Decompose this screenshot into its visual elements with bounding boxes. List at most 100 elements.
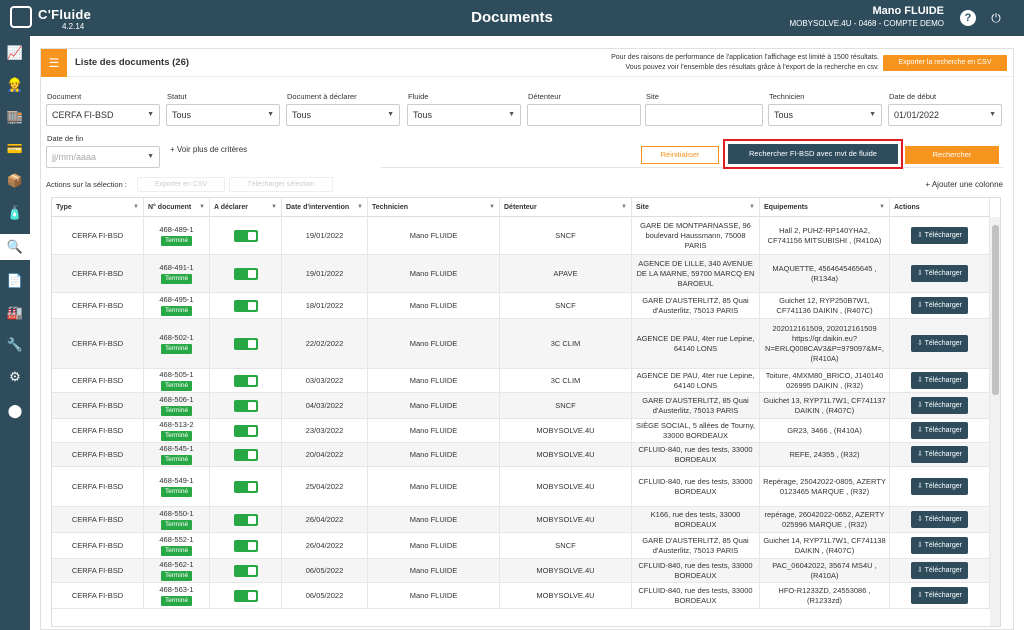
download-button[interactable]: ⇩ Télécharger xyxy=(910,537,969,554)
document-number[interactable]: 468-563-1 xyxy=(159,585,194,594)
table-row[interactable]: CERFA FI-BSD 468-506-1 Terminé 04/03/2022 Ma… xyxy=(52,393,990,419)
table-row[interactable]: CERFA FI-BSD 468-505-1 Terminé 03/03/2022 Ma… xyxy=(52,369,990,393)
declare-toggle[interactable] xyxy=(233,424,258,437)
detenteur-input[interactable] xyxy=(527,104,641,126)
table-row[interactable]: CERFA FI-BSD 468-513-2 Terminé 23/03/2022 Ma… xyxy=(52,419,990,443)
table-row[interactable]: CERFA FI-BSD 468-549-1 Terminé 25/04/2022 Ma… xyxy=(52,467,990,507)
table-row[interactable]: CERFA FI-BSD 468-502-1 Terminé 22/02/2022 Ma… xyxy=(52,319,990,369)
document-icon[interactable]: 📄 xyxy=(6,273,24,288)
date-fin-input[interactable]: jj/mm/aaaa ▼ xyxy=(46,146,160,168)
download-button[interactable]: ⇩ Télécharger xyxy=(910,397,969,414)
chevron-down-icon[interactable]: ▼ xyxy=(357,204,363,210)
document-number[interactable]: 468-491-1 xyxy=(159,263,194,272)
chevron-down-icon[interactable]: ▼ xyxy=(199,204,205,210)
col-date-header[interactable]: Date d'intervention ▼ xyxy=(282,198,368,217)
more-criteria-link[interactable]: + Voir plus de critères xyxy=(170,145,248,154)
document-number[interactable]: 468-505-1 xyxy=(159,370,194,379)
document-number[interactable]: 468-562-1 xyxy=(159,560,194,569)
download-button[interactable]: ⇩ Télécharger xyxy=(910,511,969,528)
download-button[interactable]: ⇩ Télécharger xyxy=(910,478,969,495)
reset-button[interactable]: Réinitialiser xyxy=(641,146,719,164)
chevron-down-icon[interactable]: ▼ xyxy=(879,204,885,210)
wrench-icon[interactable]: 🔧 xyxy=(6,337,24,352)
document-number[interactable]: 468-550-1 xyxy=(159,509,194,518)
settings-icon[interactable]: ⚙ xyxy=(9,369,21,384)
col-declarer-header[interactable]: A déclarer ▼ xyxy=(210,198,282,217)
download-button[interactable]: ⇩ Télécharger xyxy=(910,265,969,282)
declare-toggle[interactable] xyxy=(233,374,258,387)
declare-toggle[interactable] xyxy=(233,564,258,577)
bottle-icon[interactable]: 🧴 xyxy=(6,205,24,220)
table-row[interactable]: CERFA FI-BSD 468-491-1 Terminé 19/01/2022 Ma… xyxy=(52,255,990,293)
table-row[interactable]: CERFA FI-BSD 468-562-1 Terminé 06/05/2022 Ma… xyxy=(52,559,990,583)
chevron-down-icon[interactable]: ▼ xyxy=(749,204,755,210)
col-actions-header[interactable]: Actions xyxy=(890,198,990,217)
technicien-select[interactable]: Tous ▼ xyxy=(768,104,882,126)
download-button[interactable]: ⇩ Télécharger xyxy=(910,446,969,463)
fi-bsd-search-button[interactable]: Rechercher FI-BSD avec mvt de fluide xyxy=(728,144,898,164)
table-row[interactable]: CERFA FI-BSD 468-489-1 Terminé 19/01/2022 Ma… xyxy=(52,217,990,255)
document-number[interactable]: 468-506-1 xyxy=(159,395,194,404)
download-button[interactable]: ⇩ Télécharger xyxy=(910,372,969,389)
document-number[interactable]: 468-489-1 xyxy=(159,225,194,234)
declare-toggle[interactable] xyxy=(233,399,258,412)
fluide-select[interactable]: Tous ▼ xyxy=(407,104,521,126)
declare-toggle[interactable] xyxy=(233,267,258,280)
download-button[interactable]: ⇩ Télécharger xyxy=(910,227,969,244)
download-button[interactable]: ⇩ Télécharger xyxy=(910,335,969,352)
chevron-down-icon[interactable]: ▼ xyxy=(621,204,627,210)
col-equipements-header[interactable]: Equipements ▼ xyxy=(760,198,890,217)
statut-select[interactable]: Tous ▼ xyxy=(166,104,280,126)
search-docs-icon[interactable]: 🔍 xyxy=(0,234,30,260)
declare-toggle[interactable] xyxy=(233,480,258,493)
chevron-down-icon[interactable]: ▼ xyxy=(271,204,277,210)
col-type-header[interactable]: Type ▼ xyxy=(52,198,144,217)
factory-icon[interactable]: 🏭 xyxy=(6,305,24,320)
box-icon[interactable]: 📦 xyxy=(6,173,24,188)
doc-declarer-select[interactable]: Tous ▼ xyxy=(286,104,400,126)
power-icon[interactable]: ⏻ xyxy=(991,11,1001,25)
table-row[interactable]: CERFA FI-BSD 468-552-1 Terminé 26/04/2022 Ma… xyxy=(52,533,990,559)
document-number[interactable]: 468-513-2 xyxy=(159,420,194,429)
document-number[interactable]: 468-552-1 xyxy=(159,535,194,544)
col-num-header[interactable]: N° document ▼ xyxy=(144,198,210,217)
download-button[interactable]: ⇩ Télécharger xyxy=(910,562,969,579)
badge-icon[interactable]: ⬤ xyxy=(7,403,23,418)
declare-toggle[interactable] xyxy=(233,229,258,242)
table-scrollbar[interactable] xyxy=(990,217,1000,626)
store-icon[interactable]: 🏬 xyxy=(6,109,24,124)
document-number[interactable]: 468-495-1 xyxy=(159,295,194,304)
wallet-icon[interactable]: 💳 xyxy=(6,141,24,156)
chevron-down-icon[interactable]: ▼ xyxy=(133,204,139,210)
document-number[interactable]: 468-502-1 xyxy=(159,333,194,342)
document-number[interactable]: 468-545-1 xyxy=(159,444,194,453)
site-input[interactable] xyxy=(645,104,763,126)
dashboard-icon[interactable]: 📈 xyxy=(6,45,24,60)
export-selection-button[interactable]: Exporter en CSV xyxy=(137,177,225,192)
document-number[interactable]: 468-549-1 xyxy=(159,476,194,485)
date-debut-input[interactable]: 01/01/2022 ▼ xyxy=(888,104,1002,126)
table-row[interactable]: CERFA FI-BSD 468-495-1 Terminé 18/01/2022 Ma… xyxy=(52,293,990,319)
chevron-down-icon[interactable]: ▼ xyxy=(489,204,495,210)
declare-toggle[interactable] xyxy=(233,539,258,552)
declare-toggle[interactable] xyxy=(233,299,258,312)
download-selection-button[interactable]: Télécharger sélection xyxy=(229,177,333,192)
download-button[interactable]: ⇩ Télécharger xyxy=(910,422,969,439)
technician-icon[interactable]: 👷 xyxy=(6,77,24,92)
app-logo[interactable]: C'Fluide 4.2.14 xyxy=(8,4,91,32)
table-row[interactable]: CERFA FI-BSD 468-550-1 Terminé 26/04/2022 Ma… xyxy=(52,507,990,533)
col-detenteur-header[interactable]: Détenteur ▼ xyxy=(500,198,632,217)
table-row[interactable]: CERFA FI-BSD 468-545-1 Terminé 20/04/2022 Ma… xyxy=(52,443,990,467)
declare-toggle[interactable] xyxy=(233,589,258,602)
document-select[interactable]: CERFA FI-BSD ▼ xyxy=(46,104,160,126)
table-row[interactable]: CERFA FI-BSD 468-563-1 Terminé 06/05/2022 Ma… xyxy=(52,583,990,609)
declare-toggle[interactable] xyxy=(233,337,258,350)
download-button[interactable]: ⇩ Télécharger xyxy=(910,297,969,314)
help-icon[interactable]: ? xyxy=(960,10,976,26)
col-site-header[interactable]: Site ▼ xyxy=(632,198,760,217)
declare-toggle[interactable] xyxy=(233,448,258,461)
download-button[interactable]: ⇩ Télécharger xyxy=(910,587,969,604)
scrollbar-thumb[interactable] xyxy=(992,225,999,395)
col-tech-header[interactable]: Technicien ▼ xyxy=(368,198,500,217)
search-button[interactable]: Rechercher xyxy=(905,146,999,164)
